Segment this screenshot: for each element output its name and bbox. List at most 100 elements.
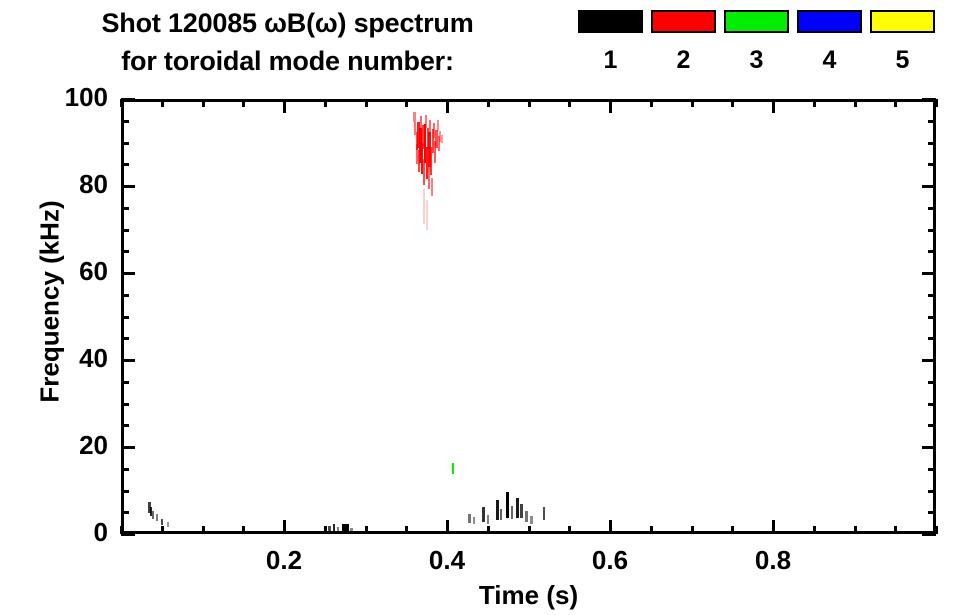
y-tick-65 [121,250,129,254]
legend-label-5: 5 [895,46,910,74]
x-tick-1 [935,526,938,534]
y-tick-right-80 [922,185,936,188]
spectrum-mark-n1 [333,523,336,531]
x-tick-0.7 [690,526,694,534]
x-tick-top-0.1 [201,99,205,107]
plot-area [121,99,936,534]
y-tick-label-40: 40 [79,343,108,373]
x-tick-0.05 [160,526,164,534]
legend-item-5[interactable]: 5 [870,10,935,75]
spectrum-mark-n1 [542,506,545,521]
y-axis-title: Frequency (kHz) [34,200,65,403]
x-tick-top-0.5 [527,99,531,107]
spectrum-mark-n2 [428,132,431,168]
y-tick-95 [121,119,129,123]
x-tick-top-0.75 [731,99,735,107]
spectrum-mark-n1 [155,514,158,522]
spectrum-mark-n1 [328,526,331,531]
x-tick-label-0.6: 0.6 [591,545,629,575]
x-tick-0 [120,526,123,534]
legend-label-4: 4 [822,46,837,74]
x-tick-top-0.8 [772,99,775,113]
legend-item-4[interactable]: 4 [797,10,862,75]
spectrum-mark-n2 [429,120,432,136]
spectrum-mark-n2 [435,130,438,148]
y-tick-60 [121,272,135,275]
y-tick-right-100 [922,98,936,101]
y-tick-85 [121,163,129,167]
y-tick-right-55 [928,293,936,297]
legend-label-2: 2 [676,46,691,74]
x-tick-0.15 [242,526,246,534]
y-tick-75 [121,206,129,210]
y-tick-right-65 [928,250,936,254]
x-tick-top-0.95 [894,99,898,107]
y-tick-right-40 [922,359,936,362]
spectrum-mark-n1 [149,506,153,517]
y-tick-right-0 [922,533,936,536]
y-tick-15 [121,467,129,471]
spectrum-mark-n1 [152,511,155,520]
x-tick-0.8 [772,520,775,534]
x-tick-label-0.2: 0.2 [265,545,303,575]
spectrum-mark-n2 [419,128,422,163]
spectrum-mark-n2 [430,146,433,175]
x-tick-0.4 [446,520,449,534]
spectrum-mark-n1 [147,501,151,514]
y-tick-10 [121,489,129,493]
legend-item-2[interactable]: 2 [651,10,716,75]
x-tick-top-0.45 [486,99,490,107]
x-tick-top-0.6 [609,99,612,113]
y-tick-right-10 [928,489,936,493]
legend-label-1: 1 [603,46,618,74]
spectrum-mark-n2 [436,120,439,132]
spectrum-mark-n2 [426,199,429,231]
spectrum-mark-n2 [416,144,419,164]
spectrum-mark-n1 [487,514,490,524]
y-tick-right-30 [928,402,936,406]
y-tick-right-20 [922,446,936,449]
spectrum-mark-n2 [439,131,442,143]
spectrum-mark-n3 [451,462,455,474]
spectrum-mark-n1 [468,513,471,523]
legend: 1 2 3 4 5 [578,10,935,90]
y-tick-right-35 [928,380,936,384]
y-tick-right-90 [928,141,936,145]
x-tick-0.3 [364,526,368,534]
x-tick-top-1 [935,99,938,107]
spectrum-mark-n2 [424,115,427,129]
legend-swatch-3 [724,10,789,33]
x-tick-0.5 [527,526,531,534]
y-tick-label-100: 100 [64,82,108,112]
x-tick-0.9 [853,526,857,534]
spectrum-mark-n2 [433,122,436,138]
spectrum-mark-n1 [525,511,528,522]
spectrum-mark-n1 [482,506,485,522]
x-tick-0.45 [486,526,490,534]
x-tick-top-0.7 [690,99,694,107]
x-tick-top-0.05 [160,99,164,107]
spectrum-mark-n2 [427,167,430,189]
spectrum-mark-n1 [500,509,503,521]
y-tick-label-20: 20 [79,430,108,460]
plot-canvas [124,102,933,531]
y-tick-label-60: 60 [79,256,108,286]
y-tick-35 [121,380,129,384]
y-tick-right-50 [928,315,936,319]
x-tick-top-0.85 [812,99,816,107]
spectrum-mark-n2 [418,149,421,172]
y-tick-55 [121,293,129,297]
spectrum-mark-n2 [420,116,423,132]
x-tick-0.75 [731,526,735,534]
legend-item-3[interactable]: 3 [724,10,789,75]
spectrum-mark-n1 [505,492,509,519]
y-tick-90 [121,141,129,145]
y-tick-label-80: 80 [79,169,108,199]
chart-title: Shot 120085 ωB(ω) spectrum for toroidal … [0,4,575,80]
x-tick-0.35 [405,526,409,534]
legend-item-1[interactable]: 1 [578,10,643,75]
x-tick-top-0.35 [405,99,409,107]
y-tick-70 [121,228,129,232]
y-tick-label-0: 0 [93,517,108,547]
